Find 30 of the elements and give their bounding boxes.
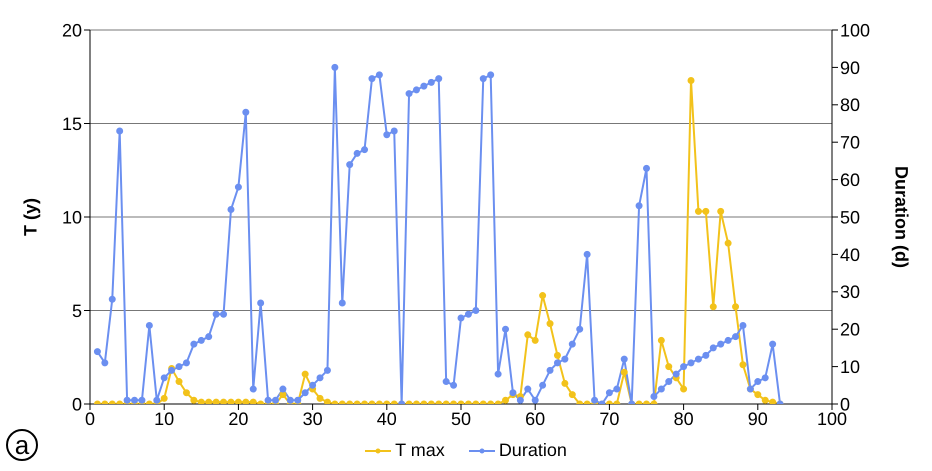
y2-tick-label: 80 bbox=[840, 95, 860, 116]
legend-label: Duration bbox=[498, 440, 567, 461]
y2-tick-label: 30 bbox=[840, 282, 860, 302]
y2-tick-label: 10 bbox=[840, 356, 860, 377]
y-tick-label: 0 bbox=[72, 394, 82, 414]
x-tick-label: 80 bbox=[674, 408, 694, 429]
x-tick-label: 90 bbox=[748, 408, 768, 429]
x-tick-label: 60 bbox=[525, 408, 546, 429]
y2-axis-title: Duration (d) bbox=[892, 166, 912, 268]
x-tick-label: 0 bbox=[84, 408, 96, 429]
legend-label: T max bbox=[395, 440, 445, 461]
x-tick-label: 40 bbox=[376, 408, 397, 429]
y2-tick-label: 40 bbox=[840, 244, 860, 265]
y-axis-title: T (y) bbox=[20, 198, 40, 236]
y2-tick-label: 20 bbox=[840, 320, 860, 340]
y2-tick-label: 50 bbox=[840, 207, 860, 228]
text: a bbox=[6, 429, 38, 461]
y-tick-label: 20 bbox=[62, 20, 82, 40]
y2-tick-label: 100 bbox=[840, 20, 870, 40]
y-tick-label: 15 bbox=[62, 114, 82, 134]
x-tick-label: 20 bbox=[228, 408, 248, 429]
y2-tick-label: 90 bbox=[840, 58, 860, 78]
x-tick-label: 50 bbox=[450, 408, 472, 429]
x-tick-label: 30 bbox=[302, 408, 323, 429]
y2-tick-label: 60 bbox=[840, 170, 860, 190]
y-tick-label: 10 bbox=[62, 207, 82, 228]
x-tick-label: 70 bbox=[599, 408, 620, 429]
x-tick-label: 10 bbox=[154, 408, 174, 429]
y2-tick-label: 70 bbox=[840, 132, 860, 153]
y-tick-label: 5 bbox=[72, 300, 82, 321]
